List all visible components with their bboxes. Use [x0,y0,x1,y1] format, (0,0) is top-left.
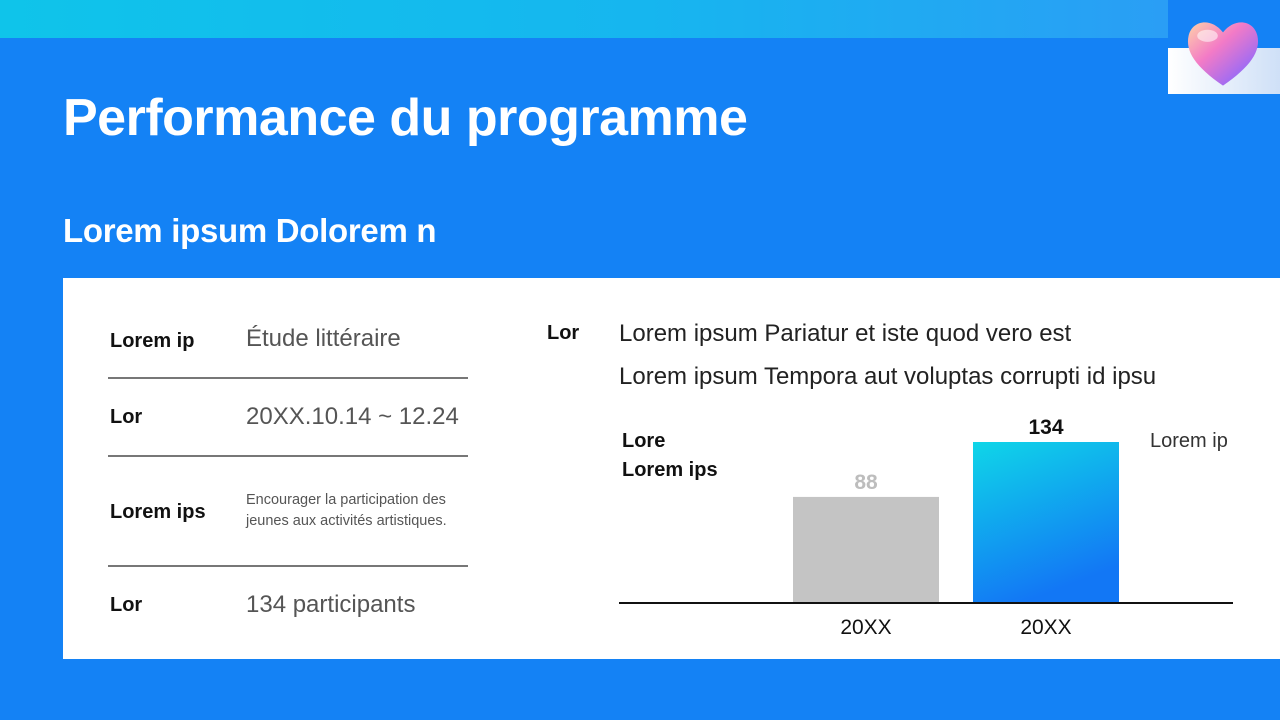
info-label: Lorem ips [110,501,206,523]
chart-annotation: Lorem ip [1150,430,1228,452]
content-panel: Lorem ip Étude littéraire Lor 20XX.10.14… [63,278,1280,659]
chart-annotation: Lore [622,430,666,452]
description-line: Lorem ipsum Pariatur et iste quod vero e… [619,320,1072,347]
info-value: Étude littéraire [246,325,401,352]
heart-3d-icon [1187,22,1259,86]
bar [793,496,939,602]
info-label: Lor [110,406,143,428]
slide-subtitle: Lorem ipsum Dolorem n [63,212,437,249]
description-line: Lorem ipsum Tempora aut voluptas corrupt… [619,363,1157,390]
x-tick-label: 20XX [1020,616,1071,639]
info-value: 134 participants [246,591,416,618]
row-divider [108,455,468,457]
info-label: Lorem ip [110,330,195,352]
chart-annotation: Lorem ips [622,459,718,481]
slide-title: Performance du programme [63,89,748,147]
x-tick-label: 20XX [840,616,891,639]
description-label: Lor [547,322,580,344]
info-label: Lor [110,594,143,616]
row-divider [108,565,468,567]
info-value: Encourager la participation des jeunes a… [246,492,447,529]
bar-chart: 88 20XX 134 20XX [619,416,1233,639]
bar-value-label: 88 [854,471,878,494]
info-value: 20XX.10.14 ~ 12.24 [246,403,459,430]
bar-value-label: 134 [1028,416,1063,439]
bar [973,442,1119,602]
row-divider [108,377,468,379]
top-accent-strip [0,0,1168,38]
